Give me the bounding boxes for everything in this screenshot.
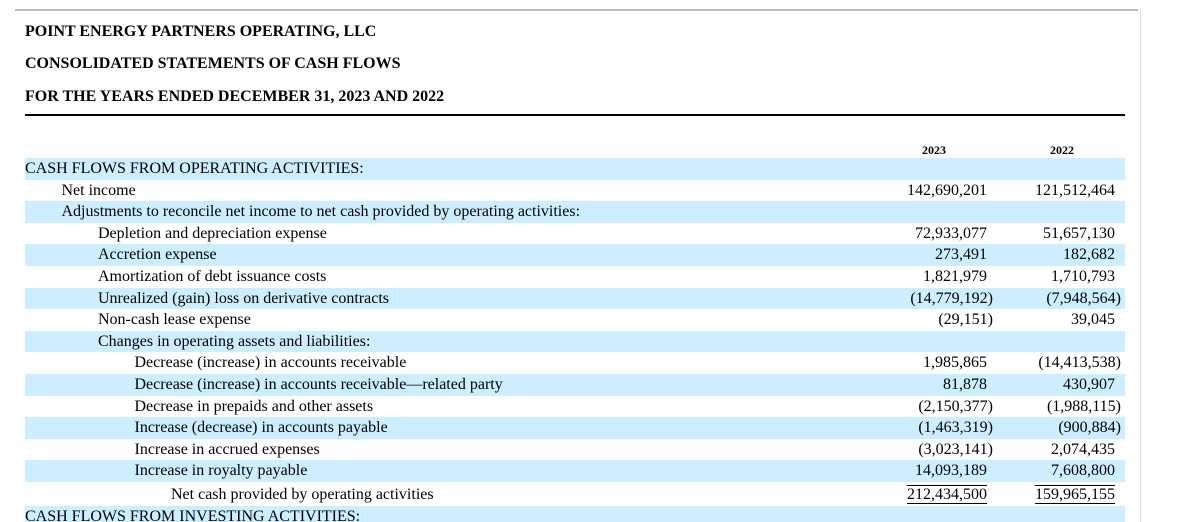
row-label: Increase (decrease) in accounts payable	[134, 419, 388, 437]
row-label: Non-cash lease expense	[98, 311, 251, 329]
cell-value: 7,608,800	[1003, 460, 1121, 482]
table-row: Increase in accrued expenses (3,023,141) 2…	[25, 439, 1125, 461]
cell-value: 430,907	[1003, 374, 1121, 396]
row-label: Unrealized (gain) loss on derivative con…	[98, 289, 389, 307]
amount: 51,657,130	[1043, 224, 1115, 242]
amount: 14,093,189	[915, 462, 987, 480]
table-row: Net cash provided by operating activitie…	[25, 484, 1125, 506]
cell-value: 81,878	[875, 374, 993, 396]
amount: (2,150,377)	[918, 397, 993, 415]
amount: 2,074,435	[1051, 440, 1115, 458]
cell-value: 142,690,201$	[875, 180, 993, 221]
cell-value: 182,682	[1003, 244, 1121, 266]
cell-value: 212,434,500	[875, 484, 993, 506]
table-row: CASH FLOWS FROM OPERATING ACTIVITIES:	[25, 158, 1125, 180]
statement-title: CONSOLIDATED STATEMENTS OF CASH FLOWS	[25, 55, 401, 72]
cell-value: 273,491	[875, 244, 993, 266]
amount: 7,608,800	[1051, 462, 1115, 480]
amount: 72,933,077	[915, 224, 987, 242]
cell-value: (1,988,115)	[1003, 396, 1121, 418]
amount: 159,965,155	[1035, 485, 1115, 504]
cell-value: 1,710,793	[1003, 266, 1121, 288]
table-row: Decrease (increase) in accounts receivab…	[25, 374, 1125, 396]
amount: 1,710,793	[1051, 268, 1115, 285]
amount: (1,463,319)	[918, 419, 993, 437]
amount: (14,413,538)	[1038, 354, 1121, 372]
row-label: Adjustments to reconcile net income to n…	[61, 203, 581, 221]
cell-value: (3,023,141)	[875, 439, 993, 461]
amount: 81,878	[943, 376, 987, 393]
table-row: Decrease in prepaids and other assets (2,…	[25, 396, 1125, 418]
table-row: Changes in operating assets and liabilit…	[25, 330, 1125, 353]
cell-value: 72,933,077	[875, 223, 993, 245]
row-label: Accretion expense	[98, 246, 217, 264]
column-header: 2023	[922, 143, 946, 157]
table-row: Increase (decrease) in accounts payable (…	[25, 417, 1125, 439]
cell-value: (2,150,377)	[875, 396, 993, 418]
cell-value: 159,965,155	[1003, 484, 1121, 506]
amount: (7,948,564)	[1046, 289, 1121, 307]
amount: 39,045	[1071, 311, 1115, 329]
amount: (900,884)	[1058, 419, 1121, 437]
cell-value: (14,779,192)	[875, 288, 993, 310]
amount: 1,821,979	[923, 268, 987, 285]
amount: 121,512,464	[1035, 181, 1115, 199]
cell-value: 121,512,464$	[1003, 180, 1121, 221]
row-label: Net cash provided by operating activitie…	[171, 486, 434, 503]
amount: 273,491	[935, 246, 987, 264]
cell-value: 1,821,979	[875, 266, 993, 288]
amount: 212,434,500	[907, 485, 987, 504]
amount: (1,988,115)	[1046, 397, 1121, 415]
cell-value: 14,093,189	[875, 460, 993, 482]
amount: (14,779,192)	[910, 289, 993, 307]
row-label: Amortization of debt issuance costs	[98, 268, 327, 285]
cell-value: (1,463,319)	[875, 417, 993, 439]
period: FOR THE YEARS ENDED DECEMBER 31, 2023 AN…	[25, 88, 445, 105]
cell-value: (900,884)	[1003, 417, 1121, 439]
amount: 182,682	[1063, 246, 1115, 264]
cell-value: 51,657,130	[1003, 223, 1121, 245]
table-row: Net income 142,690,201$121,512,464$	[25, 180, 1125, 221]
table-row: Decrease (increase) in accounts receivab…	[25, 352, 1125, 374]
table-row: Adjustments to reconcile net income to n…	[25, 201, 1125, 223]
row-label: Decrease in prepaids and other assets	[134, 397, 374, 415]
table-row: Increase in royalty payable 14,093,189 7,6…	[25, 460, 1125, 482]
table-row: Depletion and depreciation expense 72,933…	[25, 223, 1125, 245]
row-label: CASH FLOWS FROM OPERATING ACTIVITIES:	[25, 160, 364, 177]
amount: 430,907	[1063, 376, 1115, 393]
table-row: Accretion expense 273,491 182,682	[25, 244, 1125, 266]
row-label: Increase in royalty payable	[134, 462, 308, 480]
cell-value: (14,413,538)	[1003, 352, 1121, 374]
row-label: Depletion and depreciation expense	[98, 224, 327, 242]
cell-value: 2,074,435	[1003, 439, 1121, 461]
cell-value: 39,045	[1003, 309, 1121, 331]
table-row: Unrealized (gain) loss on derivative con…	[25, 287, 1125, 310]
amount: 1,985,865	[923, 354, 987, 372]
row-label: Increase in accrued expenses	[134, 440, 320, 458]
column-header: 2022	[1050, 143, 1074, 157]
row-label: CASH FLOWS FROM INVESTING ACTIVITIES:	[25, 507, 361, 522]
row-label: Changes in operating assets and liabilit…	[98, 332, 371, 350]
amount: (29,151)	[938, 311, 993, 329]
table-row: Non-cash lease expense (29,151) 39,045	[25, 309, 1125, 331]
header-rule	[25, 114, 1125, 116]
cell-value: (7,948,564)	[1003, 288, 1121, 310]
company-name: POINT ENERGY PARTNERS OPERATING, LLC	[25, 23, 377, 40]
amount: (3,023,141)	[918, 440, 993, 458]
table-row: Amortization of debt issuance costs 1,821…	[25, 266, 1125, 288]
cell-value: 1,985,865	[875, 352, 993, 374]
top-rule	[15, 9, 1138, 11]
page-edge	[1140, 9, 1141, 522]
row-label: Decrease (increase) in accounts receivab…	[134, 354, 407, 372]
row-label: Net income	[61, 181, 136, 199]
table-row: CASH FLOWS FROM INVESTING ACTIVITIES:	[25, 505, 1125, 522]
row-label: Decrease (increase) in accounts receivab…	[134, 376, 503, 393]
cell-value: (29,151)	[875, 309, 993, 331]
amount: 142,690,201	[907, 181, 987, 199]
